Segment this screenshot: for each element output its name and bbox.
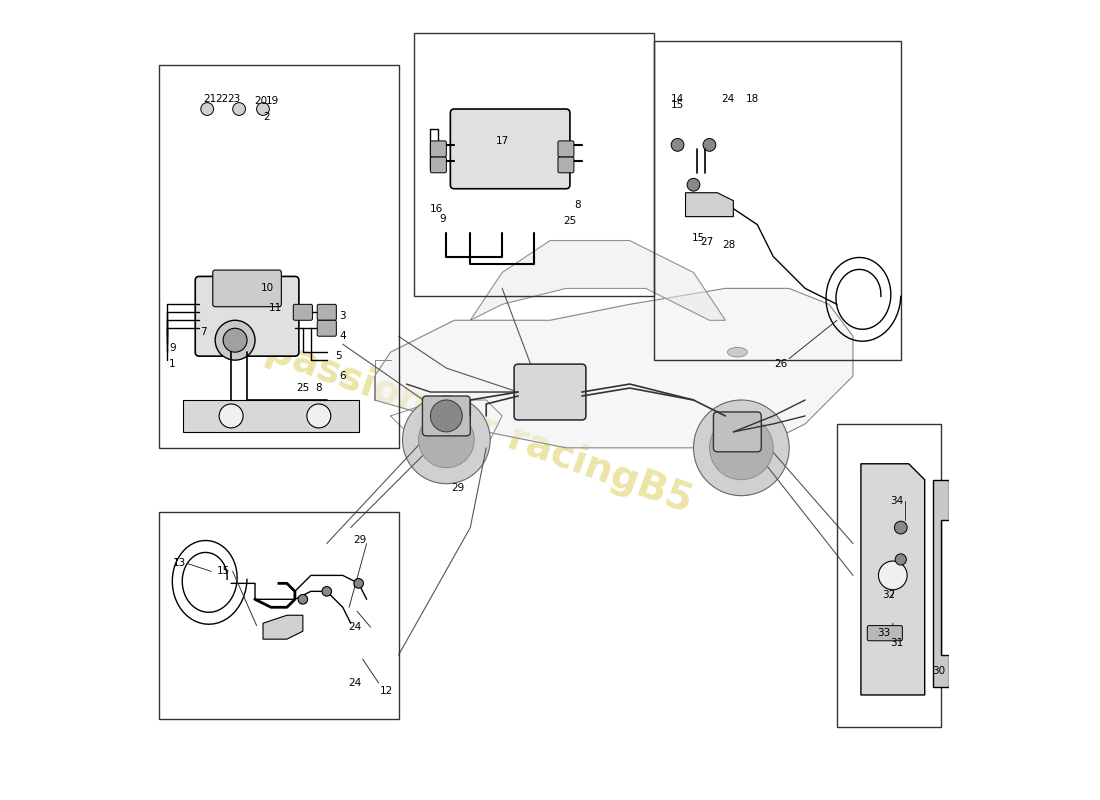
Circle shape — [895, 554, 906, 565]
Bar — [160, 512, 398, 719]
Text: 29: 29 — [353, 534, 367, 545]
Text: 34: 34 — [890, 496, 903, 506]
Text: 20: 20 — [254, 96, 267, 106]
Circle shape — [894, 521, 908, 534]
Circle shape — [688, 178, 700, 191]
FancyBboxPatch shape — [422, 396, 471, 436]
Text: 1: 1 — [169, 359, 176, 369]
Text: 24: 24 — [348, 622, 361, 632]
Circle shape — [219, 404, 243, 428]
Polygon shape — [471, 241, 725, 320]
Text: 10: 10 — [261, 283, 274, 294]
Text: 15: 15 — [671, 100, 684, 110]
Circle shape — [307, 404, 331, 428]
Text: 18: 18 — [746, 94, 759, 105]
Circle shape — [671, 138, 684, 151]
Text: 4: 4 — [340, 331, 346, 342]
Text: 32: 32 — [882, 590, 895, 600]
Text: 31: 31 — [890, 638, 903, 648]
FancyBboxPatch shape — [867, 626, 902, 641]
Text: 13: 13 — [173, 558, 186, 569]
FancyBboxPatch shape — [714, 412, 761, 452]
FancyBboxPatch shape — [514, 364, 586, 420]
FancyBboxPatch shape — [212, 270, 282, 306]
Text: la passion for racingB5: la passion for racingB5 — [211, 312, 697, 520]
FancyBboxPatch shape — [558, 157, 574, 173]
FancyBboxPatch shape — [317, 320, 337, 336]
Polygon shape — [263, 615, 302, 639]
Polygon shape — [685, 193, 734, 217]
Circle shape — [256, 102, 270, 115]
Circle shape — [430, 400, 462, 432]
FancyBboxPatch shape — [450, 109, 570, 189]
Bar — [415, 34, 653, 296]
FancyBboxPatch shape — [430, 141, 447, 157]
Circle shape — [403, 396, 491, 484]
Text: 25: 25 — [563, 217, 576, 226]
Circle shape — [201, 102, 213, 115]
Text: 28: 28 — [722, 239, 735, 250]
Text: 16: 16 — [430, 204, 443, 214]
Circle shape — [216, 320, 255, 360]
Text: 25: 25 — [296, 383, 309, 393]
Text: 19: 19 — [266, 96, 279, 106]
Polygon shape — [184, 400, 359, 432]
Bar — [653, 42, 901, 360]
Text: 9: 9 — [440, 214, 447, 224]
Text: 30: 30 — [932, 666, 945, 676]
Circle shape — [710, 416, 773, 480]
Text: 8: 8 — [316, 383, 322, 393]
Text: 22: 22 — [214, 94, 228, 104]
Circle shape — [322, 586, 331, 596]
Text: 27: 27 — [701, 237, 714, 247]
Circle shape — [298, 594, 308, 604]
Text: 21: 21 — [204, 94, 217, 104]
Circle shape — [233, 102, 245, 115]
Circle shape — [703, 138, 716, 151]
Polygon shape — [933, 480, 948, 687]
Circle shape — [223, 328, 248, 352]
Text: 15: 15 — [217, 566, 230, 577]
Polygon shape — [861, 464, 925, 695]
FancyBboxPatch shape — [317, 304, 337, 320]
Text: 6: 6 — [340, 371, 346, 381]
Circle shape — [418, 412, 474, 468]
Text: 14: 14 — [671, 94, 684, 105]
Text: 11: 11 — [268, 303, 282, 314]
FancyBboxPatch shape — [195, 277, 299, 356]
Circle shape — [354, 578, 363, 588]
Text: 8: 8 — [574, 200, 581, 210]
Circle shape — [693, 400, 789, 496]
Text: 24: 24 — [722, 94, 735, 105]
Text: 26: 26 — [774, 359, 788, 369]
Text: 2: 2 — [264, 112, 271, 122]
Bar — [837, 424, 940, 727]
Text: 9: 9 — [169, 343, 176, 353]
Polygon shape — [375, 288, 852, 448]
Text: 3: 3 — [340, 311, 346, 322]
Text: 15: 15 — [692, 233, 705, 243]
FancyBboxPatch shape — [558, 141, 574, 157]
Text: 12: 12 — [379, 686, 393, 696]
FancyBboxPatch shape — [430, 157, 447, 173]
Text: 23: 23 — [227, 94, 240, 104]
Bar — [160, 65, 398, 448]
Circle shape — [879, 561, 908, 590]
FancyBboxPatch shape — [294, 304, 312, 320]
Text: 24: 24 — [348, 678, 361, 688]
Ellipse shape — [727, 347, 747, 357]
Text: 17: 17 — [495, 136, 509, 146]
Text: 5: 5 — [336, 351, 342, 361]
Text: 7: 7 — [200, 327, 207, 338]
Text: 29: 29 — [452, 482, 465, 493]
Text: 33: 33 — [878, 628, 891, 638]
